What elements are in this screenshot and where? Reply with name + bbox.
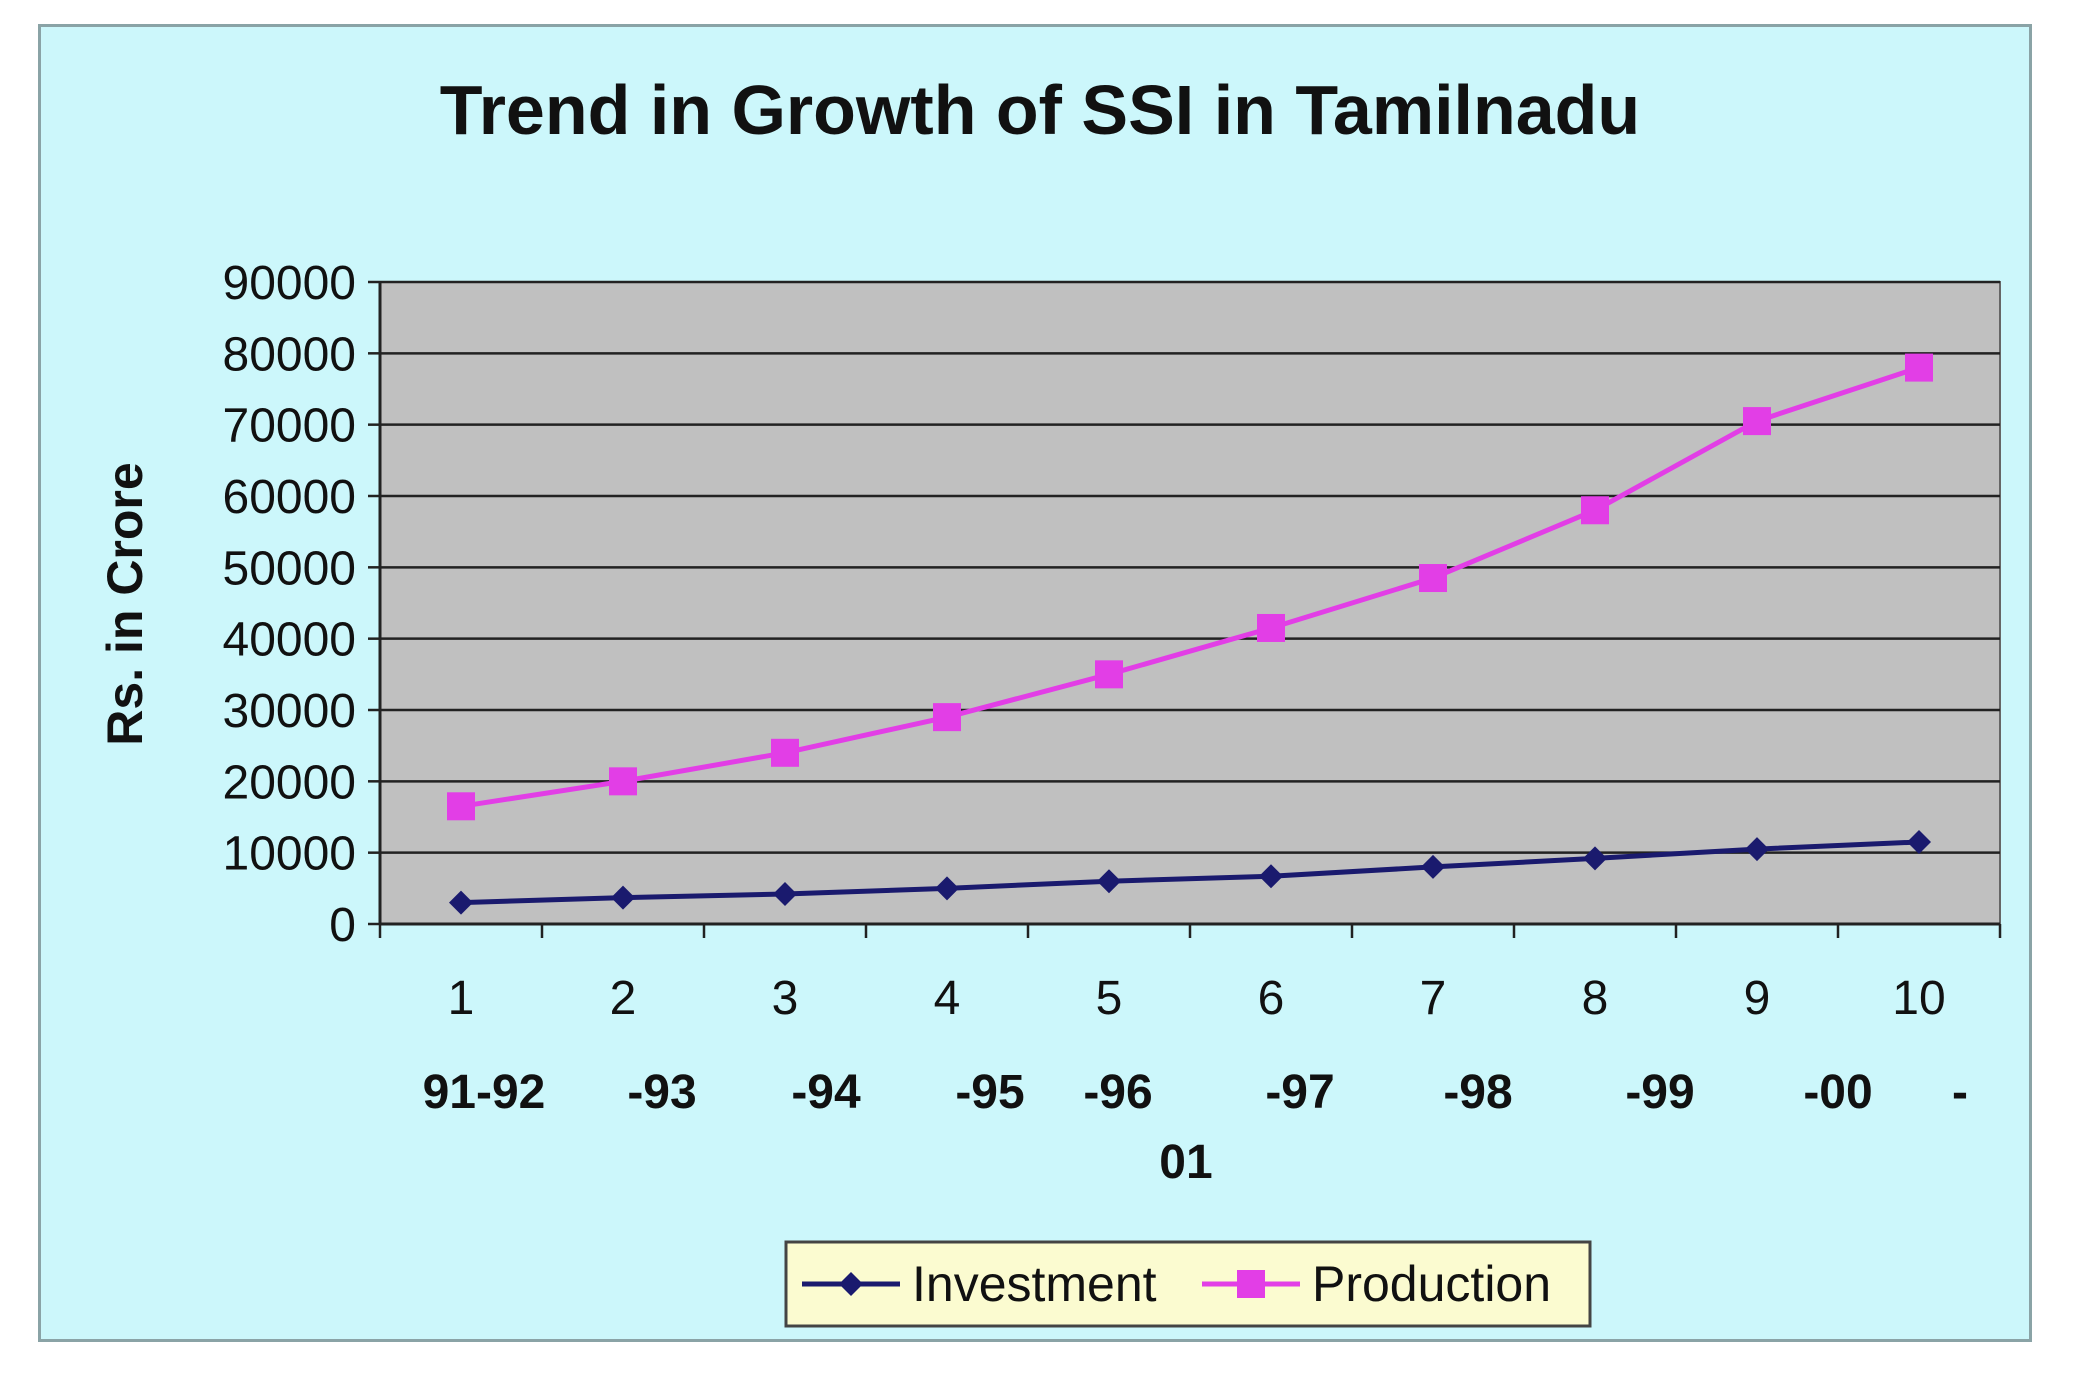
data-point: [609, 767, 637, 796]
y-tick-label: 50000: [223, 542, 356, 595]
data-point: [1097, 869, 1121, 894]
data-point: [1421, 854, 1445, 879]
data-point: [1581, 496, 1609, 525]
x-tick-labels: 1 2 3 4 5 6 7 8 9 10: [448, 972, 1946, 1025]
x-year-label: -00: [1803, 1066, 1872, 1119]
y-tick-label: 90000: [223, 257, 356, 310]
data-point: [611, 885, 635, 910]
legend-investment-label: Investment: [912, 1256, 1157, 1312]
data-point: [1745, 837, 1769, 862]
series-line-investment: [460, 839, 1920, 906]
data-point: [933, 703, 961, 732]
x-tick-label: 1: [448, 972, 475, 1025]
y-tick-label: 10000: [223, 828, 356, 881]
axes: [378, 282, 2002, 938]
data-point: [935, 876, 959, 901]
x-tick-label: 9: [1744, 972, 1771, 1025]
x-year-labels: 91-92 -93 -94 -95 -96 -97 -98 -99 -00 - 01: [423, 1066, 1968, 1189]
data-point: [1419, 564, 1447, 593]
y-axis-title: Rs. in Crore: [97, 462, 153, 745]
x-year-label: -97: [1265, 1066, 1334, 1119]
data-point: [1743, 407, 1771, 436]
y-tick-label: 40000: [223, 614, 356, 667]
legend-production-label: Production: [1312, 1256, 1551, 1312]
data-point: [1905, 353, 1933, 382]
x-tick-label: 2: [610, 972, 637, 1025]
x-tick-label: 4: [934, 972, 961, 1025]
y-tick-labels: 0 10000 20000 30000 40000 50000 60000 70000 8000…: [223, 257, 356, 952]
x-year-label: -: [1952, 1066, 1968, 1119]
x-year-label: 91-92: [423, 1066, 546, 1119]
legend-box: [784, 1240, 1592, 1328]
y-tick-label: 0: [329, 899, 356, 952]
x-tick-label: 7: [1420, 972, 1447, 1025]
y-tick-label: 70000: [223, 400, 356, 453]
chart-title: Trend in Growth of SSI in Tamilnadu: [440, 71, 1640, 149]
x-year-label: -94: [791, 1066, 861, 1119]
legend: Investment Production: [784, 1240, 1592, 1328]
series-lines: [447, 353, 1933, 915]
y-tick-label: 80000: [223, 328, 356, 381]
y-tick-label: 60000: [223, 471, 356, 524]
data-point: [771, 738, 799, 767]
series-production: [447, 353, 1933, 821]
x-year-label: 01: [1159, 1136, 1212, 1189]
y-tick-label: 30000: [223, 685, 356, 738]
x-tick-label: 5: [1096, 972, 1123, 1025]
x-year-label: -96: [1083, 1066, 1152, 1119]
x-tick-label: 8: [1582, 972, 1609, 1025]
x-year-label: -95: [955, 1066, 1024, 1119]
x-year-label: -93: [627, 1066, 696, 1119]
legend-production-marker: [1237, 1270, 1265, 1298]
x-tick-label: 6: [1258, 972, 1285, 1025]
x-year-label: -99: [1625, 1066, 1694, 1119]
data-point: [447, 792, 475, 821]
x-tick-label: 10: [1892, 972, 1945, 1025]
series-investment: [449, 829, 1931, 915]
data-point: [1583, 846, 1607, 871]
x-year-label: -98: [1443, 1066, 1512, 1119]
x-tick-label: 3: [772, 972, 799, 1025]
plot-area: [379, 281, 2001, 925]
data-point: [1259, 864, 1283, 889]
data-point: [1257, 613, 1285, 642]
data-point: [1907, 829, 1931, 854]
data-point: [773, 882, 797, 907]
data-point: [449, 890, 473, 915]
y-tick-label: 20000: [223, 756, 356, 809]
series-line-production: [460, 365, 1920, 809]
data-point: [1095, 660, 1123, 689]
legend-investment-marker: [839, 1272, 863, 1296]
